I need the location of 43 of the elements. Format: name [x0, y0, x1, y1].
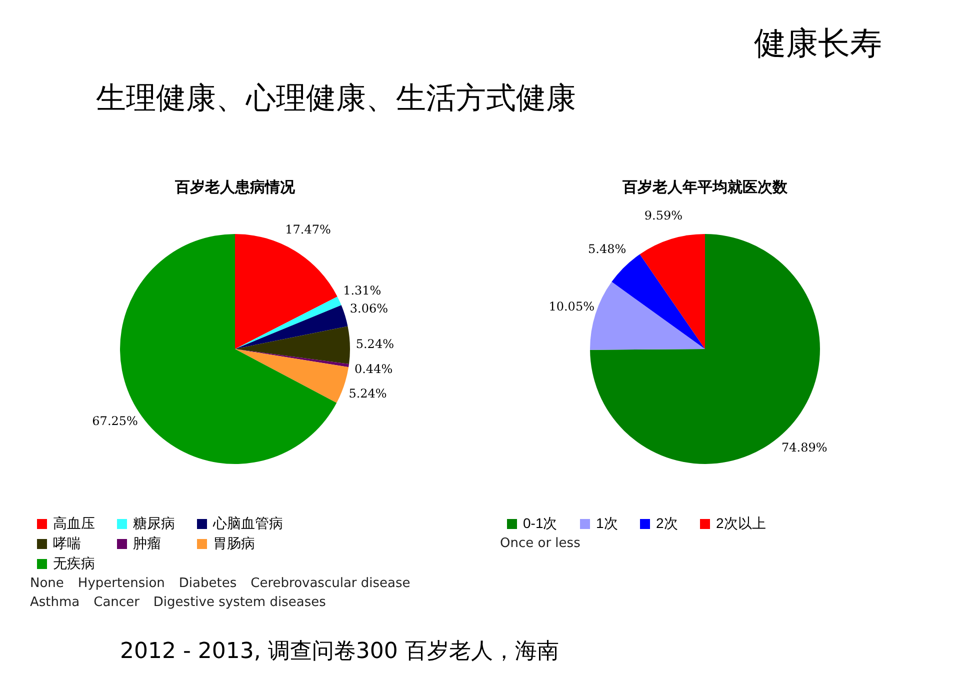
data-label: 74.89%: [781, 440, 828, 455]
text: Cerebrovascular disease: [250, 576, 410, 591]
legend-label: 肿瘤: [133, 535, 161, 551]
data-label: 5.24%: [356, 337, 394, 352]
data-label: 9.59%: [644, 208, 683, 222]
legend-label: 0-1次: [523, 515, 558, 531]
pie-slice: [235, 296, 342, 349]
data-label: 0.44%: [354, 362, 393, 376]
pie-slice: [235, 349, 350, 368]
legend-label: 心脑血管病: [212, 515, 283, 531]
text: 2012 - 2013, 调查问卷300 百岁老人，海南: [120, 638, 559, 666]
text: Digestive system diseases: [153, 595, 326, 610]
text: Diabetes: [178, 576, 237, 591]
text: Once or less: [500, 536, 580, 551]
legend-label: 2次以上: [716, 515, 766, 531]
legend-label: 糖尿病: [133, 515, 175, 531]
data-label: 17.47%: [285, 222, 331, 237]
legend-label: 胃肠病: [213, 535, 255, 551]
pie-slice: [235, 326, 350, 364]
text: Hypertension: [78, 576, 165, 591]
text: Cancer: [94, 595, 140, 610]
data-label: 5.48%: [588, 242, 626, 256]
legend-label: 1次: [596, 515, 618, 531]
data-label: 5.24%: [348, 386, 387, 400]
pie-slice: [235, 349, 349, 403]
legend-label: 高血压: [53, 515, 95, 531]
pie-slice: [640, 234, 705, 349]
legend-label: 2次: [656, 515, 678, 531]
pie-slice: [612, 254, 705, 349]
data-label: 1.31%: [343, 283, 382, 298]
text: None: [30, 576, 64, 591]
chart-title: 百岁老人年平均就医次数: [622, 178, 788, 196]
data-label: 67.25%: [92, 414, 138, 428]
data-label: 10.05%: [548, 300, 594, 314]
data-label: 3.06%: [350, 301, 388, 316]
text: 生理健康、心理健康、生活方式健康: [96, 80, 576, 118]
pie-slice: [235, 305, 348, 349]
chart-title: 百岁老人患病情况: [174, 178, 296, 196]
pie-slice: [235, 234, 338, 349]
legend-label: 无疾病: [53, 555, 95, 571]
text: Asthma: [30, 595, 80, 610]
legend-label: 哮喘: [53, 535, 81, 551]
text: 健康长寿: [754, 23, 882, 64]
